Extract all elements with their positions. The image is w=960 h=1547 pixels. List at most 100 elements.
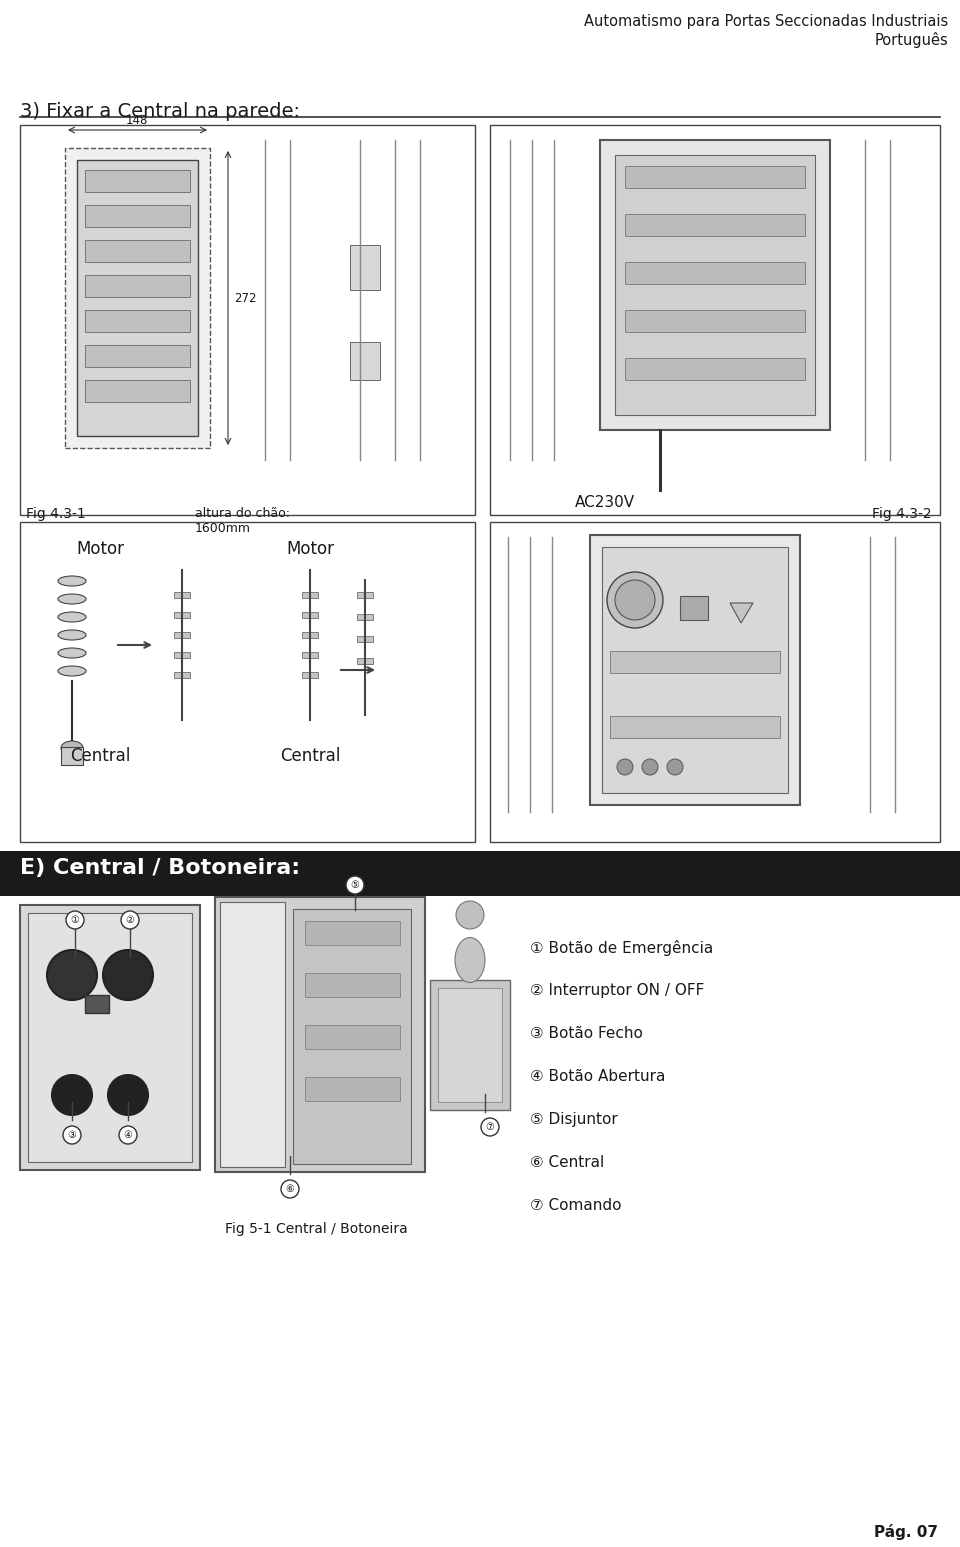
Bar: [85, 170, 190, 192]
Bar: [302, 671, 318, 678]
Bar: [602, 548, 788, 794]
Bar: [600, 139, 830, 430]
Bar: [215, 897, 425, 1173]
Bar: [85, 309, 190, 333]
Circle shape: [481, 1118, 499, 1135]
Bar: [350, 244, 380, 289]
Circle shape: [119, 1126, 137, 1143]
Bar: [350, 342, 380, 381]
Circle shape: [281, 1180, 299, 1197]
Text: Central: Central: [279, 747, 340, 766]
Bar: [85, 345, 190, 367]
Text: ③: ③: [67, 1129, 77, 1140]
Circle shape: [667, 760, 683, 775]
Text: ④: ④: [124, 1129, 132, 1140]
Text: Fig 5-1 Central / Botoneira: Fig 5-1 Central / Botoneira: [225, 1222, 408, 1236]
Bar: [302, 651, 318, 657]
Text: ②: ②: [126, 914, 134, 925]
Text: ⑤ Disjuntor: ⑤ Disjuntor: [530, 1112, 617, 1128]
Bar: [61, 747, 83, 766]
Bar: [302, 633, 318, 637]
Bar: [305, 1077, 400, 1101]
Bar: [77, 159, 198, 436]
Text: Pág. 07: Pág. 07: [874, 1524, 938, 1539]
Circle shape: [617, 760, 633, 775]
Circle shape: [615, 580, 655, 620]
Text: ④ Botão Abertura: ④ Botão Abertura: [530, 1069, 665, 1084]
Bar: [220, 902, 285, 1166]
Bar: [65, 149, 210, 449]
Bar: [680, 596, 708, 620]
Text: ⑦: ⑦: [486, 1122, 494, 1132]
Circle shape: [47, 950, 97, 999]
Ellipse shape: [61, 741, 83, 755]
Bar: [490, 521, 940, 842]
Bar: [174, 651, 190, 657]
Bar: [590, 535, 800, 804]
Bar: [28, 913, 192, 1162]
Bar: [293, 910, 411, 1163]
Circle shape: [121, 911, 139, 930]
Bar: [302, 613, 318, 617]
Ellipse shape: [58, 630, 86, 640]
Circle shape: [607, 572, 663, 628]
Ellipse shape: [58, 667, 86, 676]
Bar: [0, 851, 960, 896]
Bar: [85, 995, 109, 1013]
Circle shape: [456, 900, 484, 930]
Text: 3) Fixar a Central na parede:: 3) Fixar a Central na parede:: [20, 102, 300, 121]
Text: 272: 272: [234, 291, 256, 305]
Ellipse shape: [58, 648, 86, 657]
Circle shape: [103, 950, 153, 999]
Bar: [490, 125, 940, 515]
Text: AC230V: AC230V: [575, 495, 636, 511]
Text: ①: ①: [71, 914, 80, 925]
Text: Central: Central: [70, 747, 131, 766]
Ellipse shape: [58, 613, 86, 622]
Bar: [20, 125, 475, 515]
Bar: [615, 155, 815, 415]
Ellipse shape: [58, 594, 86, 603]
Bar: [357, 614, 373, 620]
Ellipse shape: [455, 937, 485, 982]
Bar: [610, 651, 780, 673]
Bar: [174, 671, 190, 678]
Bar: [85, 206, 190, 227]
Bar: [20, 521, 475, 842]
Bar: [438, 989, 502, 1101]
Text: ⑥: ⑥: [286, 1183, 295, 1194]
Circle shape: [346, 876, 364, 894]
Text: ⑥ Central: ⑥ Central: [530, 1156, 604, 1170]
Bar: [610, 716, 780, 738]
Circle shape: [108, 1075, 148, 1115]
Bar: [430, 979, 510, 1111]
Bar: [85, 275, 190, 297]
Ellipse shape: [58, 575, 86, 586]
Bar: [357, 636, 373, 642]
Bar: [85, 381, 190, 402]
Bar: [85, 240, 190, 261]
Bar: [174, 593, 190, 599]
Circle shape: [63, 1126, 81, 1143]
Bar: [305, 920, 400, 945]
Circle shape: [52, 1075, 92, 1115]
Bar: [357, 657, 373, 664]
Bar: [625, 309, 805, 333]
Bar: [174, 633, 190, 637]
Text: Fig 4.3-1: Fig 4.3-1: [26, 507, 85, 521]
Bar: [625, 213, 805, 237]
Text: 148: 148: [126, 114, 148, 127]
Text: Motor: Motor: [286, 540, 334, 558]
Text: ② Interruptor ON / OFF: ② Interruptor ON / OFF: [530, 982, 705, 998]
Bar: [625, 261, 805, 285]
Text: altura do chão:
1600mm: altura do chão: 1600mm: [195, 507, 290, 535]
Text: Português: Português: [875, 32, 948, 48]
Bar: [625, 357, 805, 381]
Text: ⑤: ⑤: [350, 880, 359, 890]
Circle shape: [642, 760, 658, 775]
Bar: [20, 905, 200, 1170]
Text: Fig 4.3-2: Fig 4.3-2: [873, 507, 932, 521]
Bar: [174, 613, 190, 617]
Bar: [302, 593, 318, 599]
Bar: [305, 973, 400, 996]
